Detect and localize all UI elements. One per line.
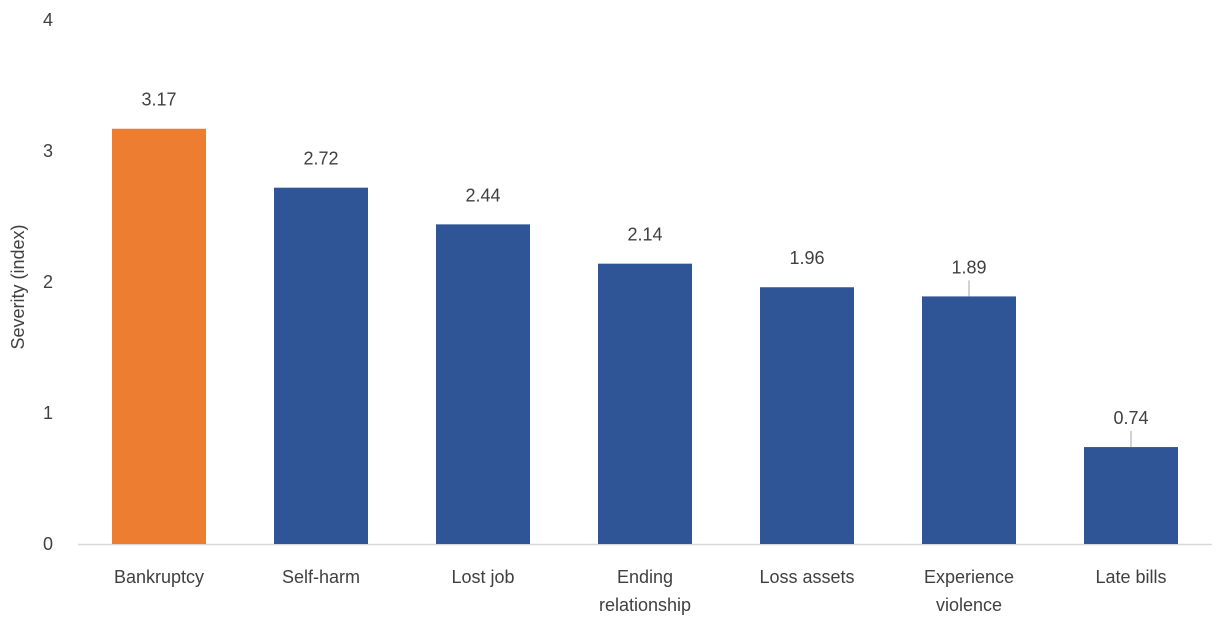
y-tick-label: 3 <box>43 141 53 161</box>
category-labels-group: Bankruptcy Self-harm Lost job Ending relatio… <box>114 567 1167 615</box>
category-label: Lost job <box>451 567 514 587</box>
bar <box>274 187 368 544</box>
y-tick-label: 4 <box>43 10 53 30</box>
bars-group <box>112 128 1178 545</box>
y-tick-label: 2 <box>43 272 53 292</box>
bar <box>922 296 1016 544</box>
bar <box>598 263 692 544</box>
data-label: 0.74 <box>1113 408 1148 428</box>
data-label: 2.14 <box>627 225 662 245</box>
data-labels-group: 3.17 2.72 2.44 2.14 1.96 1.89 0.74 <box>141 90 1148 428</box>
bar <box>436 224 530 545</box>
data-label: 1.89 <box>951 257 986 277</box>
data-label: 1.96 <box>789 248 824 268</box>
y-tick-label: 0 <box>43 534 53 554</box>
data-label: 2.44 <box>465 185 500 205</box>
category-label: Late bills <box>1095 567 1166 587</box>
bar <box>760 287 854 544</box>
leader-lines-group <box>968 280 1132 448</box>
y-tick-label: 1 <box>43 403 53 423</box>
category-label: Bankruptcy <box>114 567 204 587</box>
bar <box>1084 447 1178 544</box>
bar <box>112 128 206 545</box>
data-label: 2.72 <box>303 149 338 169</box>
category-label: Self-harm <box>282 567 360 587</box>
y-axis-ticks: 0 1 2 3 4 <box>43 10 53 554</box>
category-label: Experience violence <box>924 567 1014 615</box>
y-axis-title: Severity (index) <box>8 224 28 349</box>
category-label: Ending relationship <box>599 567 691 615</box>
category-label: Loss assets <box>759 567 854 587</box>
data-label: 3.17 <box>141 90 176 110</box>
